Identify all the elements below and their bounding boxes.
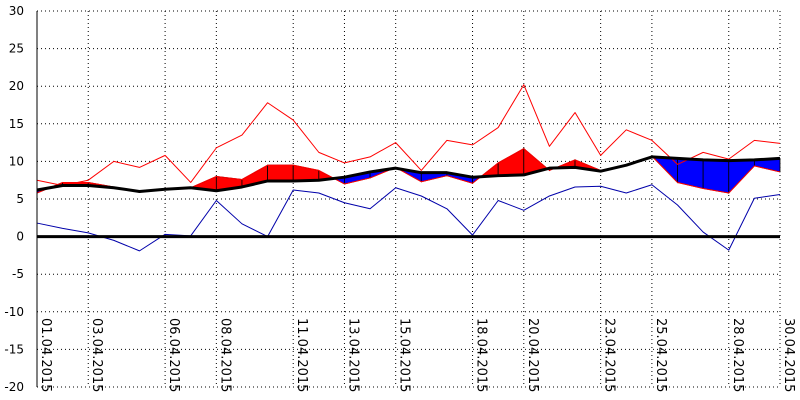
x-tick-labels: 01.04.2015 03.04.2015 06.04.2015 08.04.2015… [38, 318, 796, 392]
x-tick-label: 03.04.2015 [89, 318, 104, 392]
x-tick-label: 08.04.2015 [217, 318, 232, 392]
y-tick-label: -10 [4, 305, 24, 319]
y-tick-label: 20 [9, 79, 24, 93]
grid [37, 10, 781, 388]
series-line-max [36, 84, 781, 186]
x-tick-label: 20.04.2015 [525, 318, 540, 392]
y-tick-label: -20 [4, 380, 24, 394]
x-tick-label: 28.04.2015 [730, 318, 745, 392]
x-tick-label: 01.04.2015 [38, 318, 53, 392]
y-tick-label: 5 [16, 192, 24, 206]
y-tick-label: 10 [9, 154, 24, 168]
x-tick-label: 30.04.2015 [781, 318, 796, 392]
x-tick-label: 06.04.2015 [166, 318, 181, 392]
axes [36, 11, 780, 387]
x-tick-label: 18.04.2015 [474, 318, 489, 392]
x-tick-label: 15.04.2015 [397, 318, 412, 392]
x-tick-label: 23.04.2015 [602, 318, 617, 392]
y-tick-label: -5 [12, 267, 24, 281]
y-tick-labels: 30 25 20 15 10 5 0 -5 -10 -15 -20 [4, 4, 24, 394]
x-tick-label: 13.04.2015 [345, 318, 360, 392]
y-tick-label: -15 [4, 342, 24, 356]
series-line-normal [36, 155, 781, 193]
x-tick-label: 11.04.2015 [294, 318, 309, 392]
x-tick-label: 25.04.2015 [653, 318, 668, 392]
fill-below-normal [702, 159, 730, 194]
y-tick-label: 15 [9, 117, 24, 131]
y-tick-label: 25 [9, 42, 24, 56]
y-tick-label: 0 [16, 230, 24, 244]
y-tick-label: 30 [9, 4, 24, 18]
fill-above-normal [267, 164, 294, 182]
